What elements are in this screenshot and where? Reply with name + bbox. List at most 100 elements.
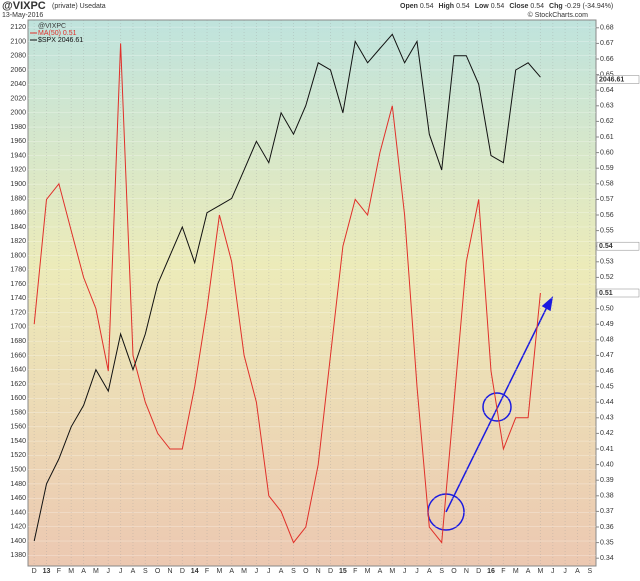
x-tick-label: D	[328, 568, 333, 575]
ohlc-label: High	[439, 3, 455, 10]
x-tick-label: A	[81, 568, 86, 575]
last-value-box	[596, 241, 640, 251]
x-tick-label: A	[378, 568, 383, 575]
x-tick-label: 13	[43, 568, 51, 575]
legend-title: @VIXPC	[38, 23, 66, 30]
x-tick-label: M	[68, 568, 74, 575]
y2-tick-label: 0.42	[600, 430, 614, 437]
x-tick-label: A	[427, 568, 432, 575]
x-tick-label: 16	[487, 568, 495, 575]
y2-tick-label: 0.52	[600, 274, 614, 281]
x-tick-label: A	[279, 568, 284, 575]
y-tick-label: 1640	[10, 367, 26, 374]
ohlc-value: 0.54	[491, 3, 505, 10]
y2-tick-label: 0.34	[600, 555, 614, 562]
plot-area	[27, 19, 597, 567]
y-tick-label: 1860	[10, 210, 26, 217]
y2-tick-label: 0.64	[600, 87, 614, 94]
x-tick-label: N	[316, 568, 321, 575]
ohlc-value: 0.54	[530, 3, 544, 10]
ohlc-label: Open	[400, 3, 418, 10]
y-tick-label: 1660	[10, 352, 26, 359]
x-tick-label: J	[415, 568, 419, 575]
y2-tick-label: 0.50	[600, 305, 614, 312]
y-tick-label: 2060	[10, 67, 26, 74]
y-tick-label: 1800	[10, 252, 26, 259]
x-tick-label: D	[180, 568, 185, 575]
y-tick-label: 2000	[10, 110, 26, 117]
x-tick-label: S	[439, 568, 444, 575]
y-tick-label: 1440	[10, 509, 26, 516]
y-tick-label: 1400	[10, 538, 26, 545]
y2-tick-label: 0.66	[600, 56, 614, 63]
y2-tick-label: 0.65	[600, 71, 614, 78]
y2-tick-label: 0.47	[600, 352, 614, 359]
x-tick-label: D	[476, 568, 481, 575]
x-tick-label: N	[464, 568, 469, 575]
ohlc-value: -0.29 (-34.94%)	[565, 3, 614, 10]
x-tick-label: M	[216, 568, 222, 575]
x-tick-label: O	[451, 568, 457, 575]
symbol: @VIXPC	[2, 0, 46, 12]
y-tick-label: 1460	[10, 495, 26, 502]
series-line	[33, 43, 541, 544]
last-value-box	[596, 75, 640, 84]
y2-tick-label: 0.39	[600, 477, 614, 484]
y-tick-label: 1680	[10, 338, 26, 345]
x-tick-label: A	[575, 568, 580, 575]
ohlc-value: 0.54	[456, 3, 470, 10]
y-tick-label: 2080	[10, 53, 26, 60]
y-tick-label: 1420	[10, 524, 26, 531]
y-tick-label: 1380	[10, 552, 26, 559]
y2-tick-label: 0.57	[600, 196, 614, 203]
ohlc-value: 0.54	[420, 3, 434, 10]
x-tick-label: S	[291, 568, 296, 575]
y2-tick-label: 0.43	[600, 415, 614, 422]
y-tick-label: 1620	[10, 381, 26, 388]
x-tick-label: J	[255, 568, 259, 575]
x-tick-label: M	[365, 568, 371, 575]
y2-tick-label: 0.41	[600, 446, 614, 453]
y-tick-label: 1520	[10, 452, 26, 459]
x-tick-label: A	[229, 568, 234, 575]
y2-tick-label: 0.36	[600, 524, 614, 531]
y2-tick-label: 0.67	[600, 40, 614, 47]
x-tick-label: M	[241, 568, 247, 575]
x-tick-label: J	[563, 568, 567, 575]
x-tick-label: J	[551, 568, 555, 575]
y-tick-label: 1940	[10, 152, 26, 159]
y2-tick-label: 0.38	[600, 493, 614, 500]
x-tick-label: D	[32, 568, 37, 575]
y2-tick-label: 0.45	[600, 383, 614, 390]
x-tick-label: M	[389, 568, 395, 575]
y-tick-label: 1760	[10, 281, 26, 288]
y-tick-label: 1780	[10, 267, 26, 274]
x-tick-label: S	[587, 568, 592, 575]
y2-tick-label: 0.61	[600, 134, 614, 141]
ohlc-label: Low	[475, 3, 490, 10]
x-tick-label: J	[403, 568, 407, 575]
x-tick-label: M	[513, 568, 519, 575]
y2-tick-label: 0.37	[600, 508, 614, 515]
y2-tick-label: 0.60	[600, 149, 614, 156]
y2-tick-label: 0.58	[600, 181, 614, 188]
credit: © StockCharts.com	[528, 11, 589, 19]
x-tick-label: A	[526, 568, 531, 575]
y-tick-label: 1880	[10, 195, 26, 202]
last-value-label: 0.51	[599, 290, 613, 297]
y-tick-label: 1540	[10, 438, 26, 445]
x-tick-label: A	[131, 568, 136, 575]
y-tick-label: 1980	[10, 124, 26, 131]
y-tick-label: 1900	[10, 181, 26, 188]
last-value-label: 2046.61	[599, 76, 624, 83]
x-tick-label: J	[267, 568, 271, 575]
y-tick-label: 1840	[10, 224, 26, 231]
y-tick-label: 1720	[10, 309, 26, 316]
x-tick-label: N	[167, 568, 172, 575]
x-tick-label: 15	[339, 568, 347, 575]
x-tick-label: J	[119, 568, 123, 575]
y2-tick-label: 0.63	[600, 103, 614, 110]
ohlc-label: Close	[509, 3, 528, 10]
x-tick-label: 14	[191, 568, 199, 575]
